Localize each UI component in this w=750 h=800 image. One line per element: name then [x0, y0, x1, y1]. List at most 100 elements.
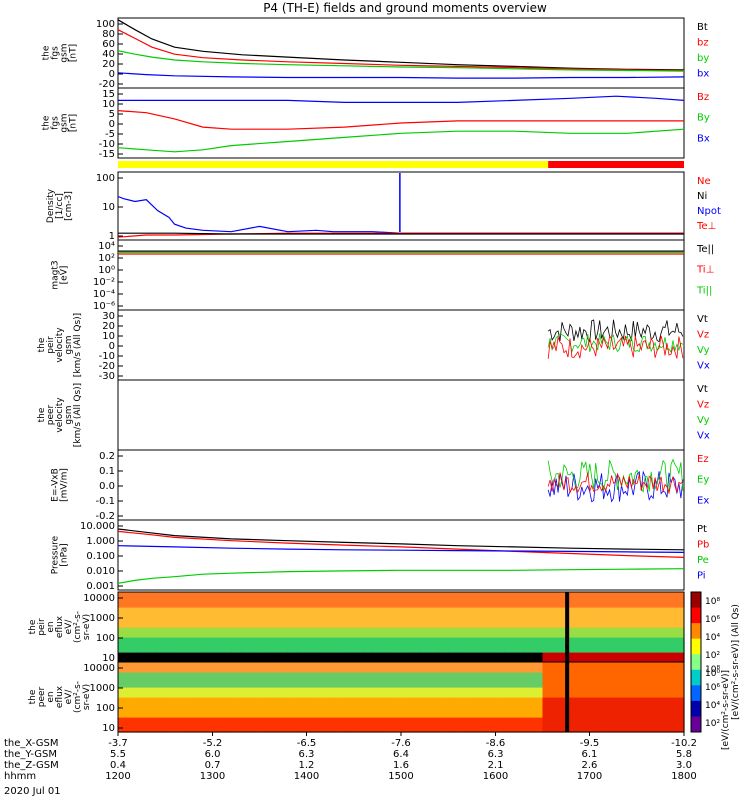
spectrogram-cell [297, 677, 308, 683]
y-axis-label: gsm [60, 113, 70, 132]
spectrogram-cell [184, 677, 195, 683]
spectrogram-cell [636, 622, 647, 628]
spectrogram-cell [212, 632, 223, 638]
spectrogram-cell [636, 687, 647, 693]
spectrogram-cell [127, 632, 138, 638]
spectrogram-cell [136, 712, 147, 718]
spectrogram-cell [438, 707, 449, 713]
spectrogram-cell [193, 722, 204, 728]
spectrogram-cell [542, 617, 553, 623]
spectrogram-cell [419, 697, 430, 703]
spectrogram-cell [118, 657, 129, 663]
spectrogram-cell [184, 657, 195, 663]
spectrogram-cell [551, 642, 562, 648]
colorbar-tick: 10² [705, 719, 720, 729]
spectrogram-cell [146, 622, 157, 628]
spectrogram-cell [448, 717, 459, 723]
colorbar-tick: 10⁶ [705, 683, 720, 693]
x-tick-label: 3.0 [676, 760, 692, 771]
spectrogram-cell [221, 622, 232, 628]
spectrogram-cell [278, 652, 289, 658]
x-tick-label: -9.5 [580, 738, 600, 749]
spectrogram-cell [655, 602, 666, 608]
spectrogram-cell [344, 652, 355, 658]
spectrogram-cell [174, 642, 185, 648]
spectrogram-cell [570, 697, 581, 703]
spectrogram-cell [476, 642, 487, 648]
spectrogram-cell [448, 617, 459, 623]
spectrogram-cell [382, 672, 393, 678]
spectrogram-cell [127, 712, 138, 718]
spectrogram-cell [259, 702, 270, 708]
spectrogram-cell [542, 627, 553, 633]
spectrogram-cell [589, 677, 600, 683]
spectrogram-cell [155, 617, 166, 623]
spectrogram-cell [363, 697, 374, 703]
spectrogram-cell [599, 602, 610, 608]
spectrogram-cell [202, 657, 213, 663]
spectrogram-cell [165, 672, 176, 678]
spectrogram-cell [391, 697, 402, 703]
spectrogram-cell [165, 637, 176, 643]
spectrogram-cell [589, 632, 600, 638]
spectrogram-cell [674, 677, 685, 683]
spectrogram-cell [165, 692, 176, 698]
spectrogram-cell [636, 667, 647, 673]
spectrogram-cell [278, 657, 289, 663]
spectrogram-cell [353, 607, 364, 613]
spectrogram-cell [372, 642, 383, 648]
spectrogram-cell [325, 622, 336, 628]
spectrogram-cell [504, 717, 515, 723]
spectrogram-cell [599, 687, 610, 693]
spectrogram-cell [438, 727, 449, 733]
spectrogram-cell [127, 647, 138, 653]
spectrogram-cell [306, 727, 317, 733]
spectrogram-cell [655, 632, 666, 638]
spectrogram-cell [476, 717, 487, 723]
spectrogram-cell [353, 707, 364, 713]
spectrogram-cell [448, 647, 459, 653]
spectrogram-cell [353, 647, 364, 653]
spectrogram-cell [495, 662, 506, 668]
spectrogram-cell [155, 602, 166, 608]
spectrogram-cell [476, 697, 487, 703]
x-tick-label: 6.0 [205, 749, 221, 760]
spectrogram-cell [155, 722, 166, 728]
spectrogram-cell [127, 607, 138, 613]
spectrogram-cell [551, 617, 562, 623]
spectrogram-cell [240, 667, 251, 673]
spectrogram-cell [297, 607, 308, 613]
spectrogram-cell [240, 657, 251, 663]
spectrogram-cell [202, 677, 213, 683]
spectrogram-cell [316, 607, 327, 613]
spectrogram-cell [504, 667, 515, 673]
spectrogram-cell [438, 642, 449, 648]
spectrogram-cell [306, 617, 317, 623]
noise-trace [547, 335, 684, 359]
spectrogram-cell [627, 672, 638, 678]
spectrogram-cell [118, 622, 129, 628]
spectrogram-cell [419, 682, 430, 688]
spectrogram-cell [410, 697, 421, 703]
spectrogram-cell [674, 682, 685, 688]
spectrogram-cell [617, 662, 628, 668]
spectrogram-cell [401, 647, 412, 653]
spectrogram-cell [127, 592, 138, 598]
spectrogram-cell [504, 722, 515, 728]
y-tick-label: -10 [99, 139, 115, 150]
spectrogram-cell [297, 717, 308, 723]
spectrogram-cell [457, 662, 468, 668]
spectrogram-cell [419, 597, 430, 603]
spectrogram-cell [646, 682, 657, 688]
spectrogram-cell [438, 607, 449, 613]
spectrogram-cell [382, 617, 393, 623]
spectrogram-cell [259, 652, 270, 658]
spectrogram-cell [438, 632, 449, 638]
y-tick-label: -0.2 [95, 511, 115, 522]
spectrogram-cell [127, 637, 138, 643]
series-line-bx [117, 72, 685, 79]
spectrogram-cell [165, 657, 176, 663]
spectrogram-cell [306, 707, 317, 713]
spectrogram-cell [646, 597, 657, 603]
